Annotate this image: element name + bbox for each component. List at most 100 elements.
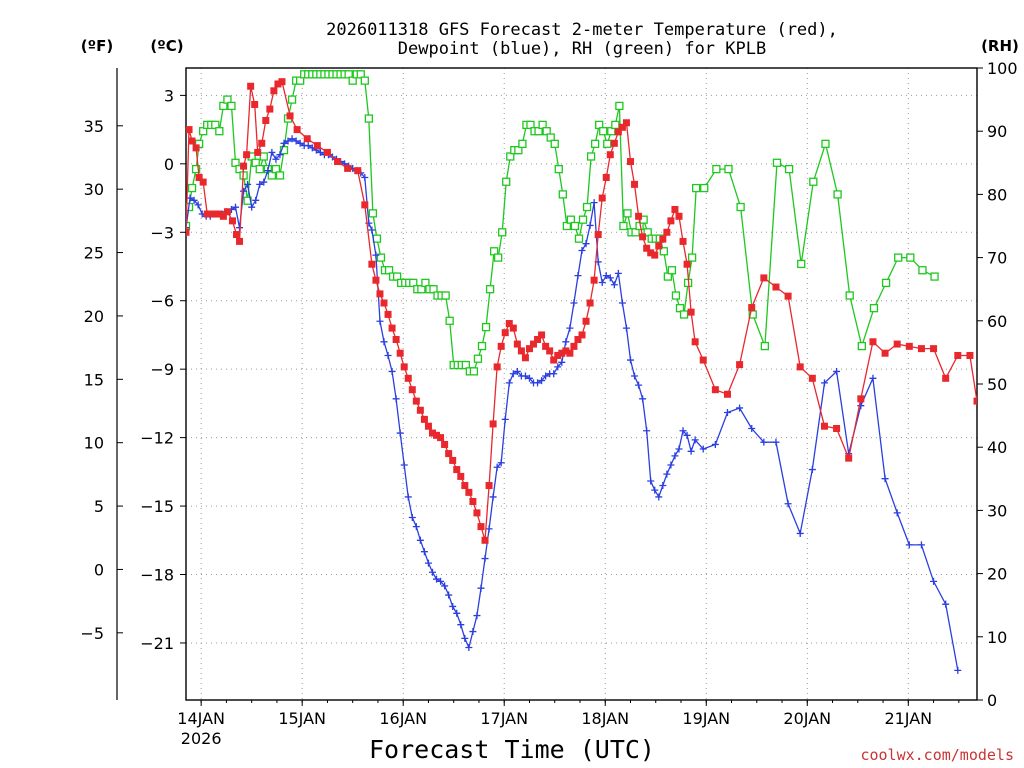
temp-point — [542, 342, 550, 350]
dewpoint-point — [396, 429, 404, 437]
rh-point — [599, 127, 608, 136]
rh-point — [611, 120, 620, 130]
temp-point — [441, 440, 449, 448]
dewpoint-point — [384, 351, 392, 359]
temp-point — [233, 231, 241, 239]
dewpoint-point — [368, 226, 376, 234]
rh-point — [881, 278, 891, 288]
temp-point — [760, 274, 768, 282]
dewpoint-point — [372, 251, 380, 259]
rh-point — [869, 304, 879, 313]
temp-point — [550, 356, 558, 364]
dewpoint-point — [667, 461, 675, 469]
temp-point — [428, 429, 436, 437]
temp-point — [251, 101, 259, 109]
rh-point — [712, 164, 721, 174]
temp-point — [372, 276, 380, 284]
temp-point — [188, 137, 196, 145]
grid-lines — [186, 68, 977, 700]
dewpoint-point — [272, 155, 280, 163]
rh-tick-label: 30 — [987, 501, 1007, 520]
rh-point — [518, 139, 527, 148]
dewpoint-point — [590, 199, 598, 207]
rh-point — [215, 127, 224, 136]
celsius-tick-label: −12 — [140, 429, 174, 448]
temp-point — [412, 397, 420, 405]
dewpoint-point — [186, 194, 194, 202]
dewpoint-point — [509, 370, 517, 378]
fahrenheit-tick-label: −5 — [80, 624, 104, 643]
temp-point — [445, 450, 453, 458]
temp-point — [784, 292, 792, 300]
temp-point — [211, 210, 219, 218]
dewpoint-point — [602, 272, 610, 280]
dewpoint-point — [457, 621, 465, 629]
dewpoint-point — [659, 482, 667, 490]
temp-point — [691, 338, 699, 346]
dewpoint-point — [626, 356, 634, 364]
temp-point — [384, 310, 392, 318]
temp-point — [626, 158, 634, 166]
dewpoint-point — [574, 272, 582, 280]
dewpoint-point — [691, 436, 699, 444]
temp-point — [881, 349, 889, 357]
temp-point — [845, 454, 853, 462]
rh-point — [821, 139, 830, 148]
dewpoint-point — [550, 370, 558, 378]
dewpoint-point — [453, 609, 461, 617]
axes — [116, 67, 983, 706]
temp-point — [274, 80, 282, 88]
temp-point — [481, 536, 489, 544]
temp-point — [313, 142, 321, 150]
rh-point — [586, 152, 596, 161]
temp-point — [534, 336, 542, 344]
x-axis-label: Forecast Time (UTC) — [369, 735, 655, 764]
dewpoint-point — [578, 247, 586, 255]
temp-point — [286, 112, 294, 120]
rh-point — [558, 190, 567, 199]
fahrenheit-tick-label: 30 — [84, 180, 104, 199]
fahrenheit-tick-label: 10 — [84, 434, 104, 453]
dewpoint-point — [473, 612, 481, 620]
fahrenheit-tick-label: 5 — [94, 497, 104, 516]
temp-point — [614, 128, 622, 136]
celsius-tick-label: −15 — [140, 497, 174, 516]
temp-point — [240, 162, 248, 170]
temp-point — [675, 212, 683, 220]
dewpoint-point — [639, 395, 647, 403]
dewpoint-point — [917, 541, 925, 549]
rh-point — [445, 316, 454, 325]
dewpoint-point — [256, 180, 264, 188]
dewpoint-point — [643, 427, 651, 435]
dewpoint-point — [663, 470, 671, 478]
temp-point — [610, 139, 618, 147]
dewpoint-point — [404, 493, 412, 501]
rh-point — [845, 291, 854, 300]
rh-tick-label: 0 — [987, 691, 997, 710]
temp-point — [558, 349, 566, 357]
temp-point — [368, 260, 376, 268]
rh-point — [502, 177, 511, 186]
dewpoint-point — [481, 555, 489, 563]
dewpoint-point — [857, 402, 865, 410]
celsius-tick-label: −21 — [140, 634, 174, 653]
temp-point — [566, 349, 574, 357]
rh-point — [692, 183, 701, 193]
temp-point — [833, 424, 841, 432]
temp-point — [893, 340, 901, 348]
x-tick-label: 16JAN — [379, 709, 427, 728]
dewpoint-point — [582, 240, 590, 248]
rh-point — [259, 152, 268, 161]
dewpoint-point — [760, 438, 768, 446]
rh-point — [724, 164, 733, 174]
dewpoint-point — [558, 358, 566, 366]
dewpoint-point — [477, 584, 485, 592]
dewpoint-point — [268, 148, 276, 156]
rh-point — [760, 341, 770, 351]
rh-point — [797, 259, 806, 269]
temp-point — [388, 324, 396, 332]
plot-frame — [185, 67, 978, 701]
temp-point — [973, 397, 977, 405]
dewpoint-point — [376, 317, 384, 325]
temp-point — [687, 308, 695, 316]
